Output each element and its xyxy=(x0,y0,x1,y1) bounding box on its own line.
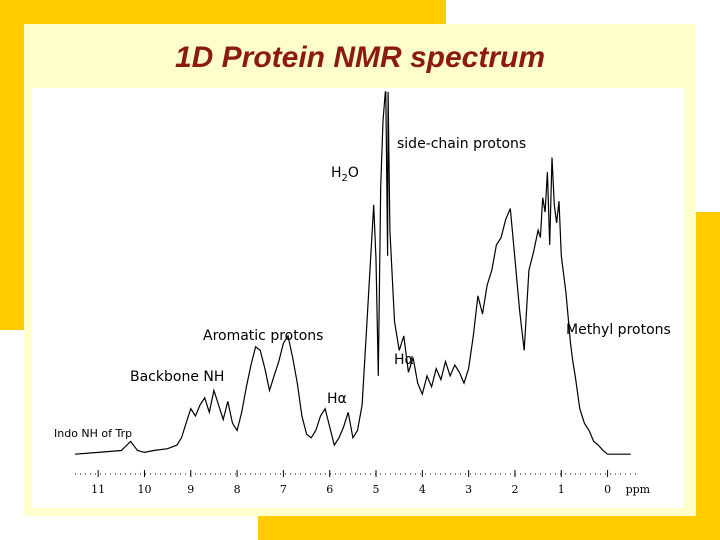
slide-title: 1D Protein NMR spectrum xyxy=(174,41,546,74)
x-tick-label: 5 xyxy=(373,483,380,496)
x-tick-label: 7 xyxy=(280,483,287,496)
x-tick-label: 2 xyxy=(511,483,518,496)
x-tick-label: 6 xyxy=(326,483,333,496)
x-tick-label: 8 xyxy=(234,483,241,496)
annotation-indo-nh-trp: Indo NH of Trp xyxy=(54,427,132,440)
annotation-backbone-nh: Backbone NH xyxy=(130,369,224,385)
peak-annotations: side-chain protons H2O Aromatic protons … xyxy=(54,136,671,440)
x-tick-label: 9 xyxy=(187,483,194,496)
x-tick-label: 11 xyxy=(91,483,105,496)
annotation-aromatic-protons: Aromatic protons xyxy=(203,328,323,344)
spectrum-line xyxy=(74,91,631,455)
x-tick-label: 0 xyxy=(604,483,611,496)
x-tick-label: 1 xyxy=(558,483,565,496)
x-tick-label: 4 xyxy=(419,483,426,496)
annotation-methyl-protons: Methyl protons xyxy=(566,322,671,338)
annotation-side-chain-protons: side-chain protons xyxy=(397,136,526,152)
x-axis: 11 10 9 8 7 6 5 4 3 2 1 0 ppm xyxy=(75,470,651,496)
annotation-h2o: H2O xyxy=(331,165,359,184)
annotation-h-alpha-1: Hα xyxy=(394,352,414,368)
plot-area xyxy=(32,88,684,508)
x-axis-unit-label: ppm xyxy=(626,483,651,496)
x-tick-label: 10 xyxy=(137,483,151,496)
x-tick-label: 3 xyxy=(465,483,472,496)
annotation-h-alpha-2: Hα xyxy=(327,391,347,407)
